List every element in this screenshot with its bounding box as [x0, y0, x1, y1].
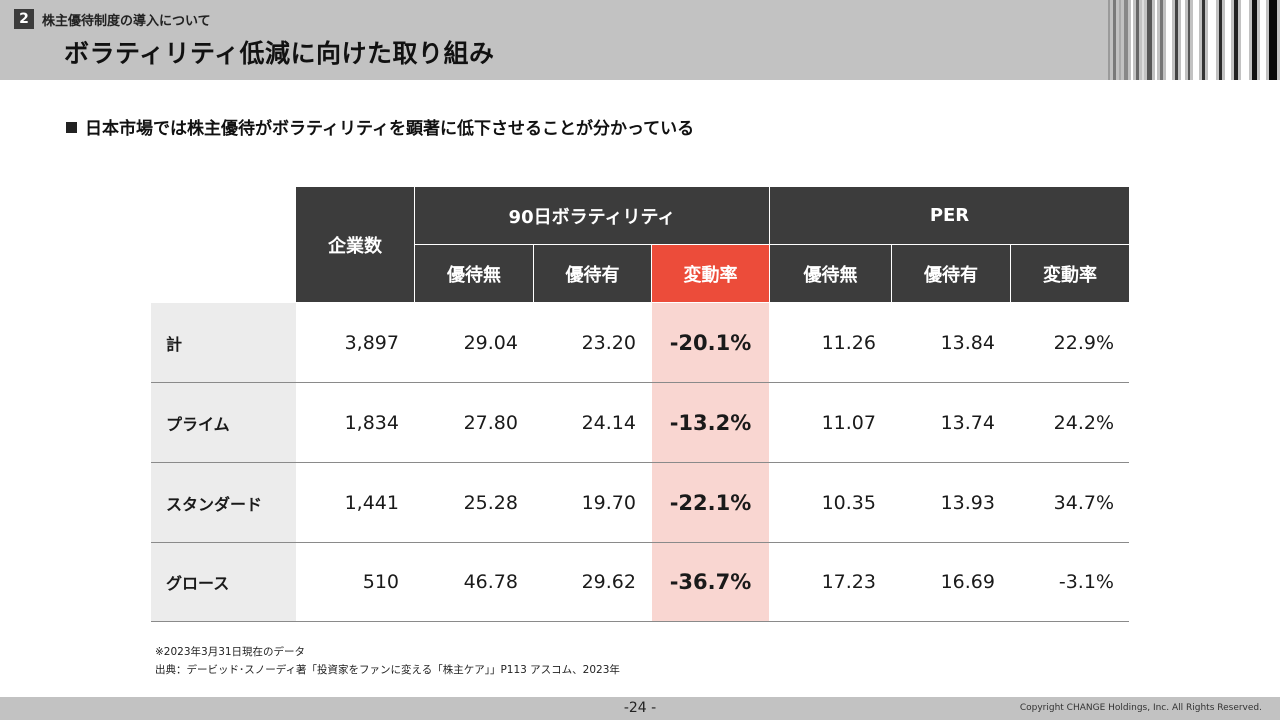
header-group-per: PER	[770, 187, 1129, 244]
row-divider	[151, 382, 1129, 383]
subheader-vol-without: 優待無	[415, 245, 533, 302]
page-title: ボラティリティ低減に向けた取り組み	[64, 39, 495, 68]
cell-vol-with: 19.70	[581, 491, 636, 514]
cell-companies: 510	[362, 571, 399, 593]
copyright: Copyright CHANGE Holdings, Inc. All Righ…	[1019, 703, 1262, 713]
subheader-vol-change: 変動率	[652, 245, 769, 302]
section-number-badge: 2	[14, 9, 34, 29]
cell-per-change: 24.2%	[1053, 411, 1114, 434]
cell-per-change: 22.9%	[1053, 331, 1114, 354]
row-divider	[151, 462, 1129, 463]
cell-vol-with: 29.62	[581, 571, 636, 593]
subtitle-text: 日本市場では株主優待がボラティリティを顕著に低下させることが分かっている	[85, 119, 695, 139]
bullet-square-icon	[66, 122, 77, 133]
cell-per-without: 11.07	[821, 411, 876, 434]
cell-vol-change: -13.2%	[652, 383, 769, 462]
page-number: -24 -	[623, 700, 657, 716]
footer-band	[0, 697, 1280, 720]
cell-per-without: 17.23	[821, 571, 876, 593]
cell-per-without: 10.35	[821, 491, 876, 514]
header-group-volatility: 90日ボラティリティ	[415, 187, 769, 244]
slide-subtitle: 日本市場では株主優待がボラティリティを顕著に低下させることが分かっている	[66, 114, 694, 139]
subheader-vol-with: 優待有	[534, 245, 651, 302]
cell-per-without: 11.26	[821, 331, 876, 354]
subheader-per-without: 優待無	[770, 245, 891, 302]
subheader-per-change: 変動率	[1011, 245, 1129, 302]
cell-companies: 3,897	[344, 331, 399, 354]
cell-vol-without: 25.28	[463, 491, 518, 514]
row-label-growth: グロース	[151, 543, 296, 621]
cell-per-change: 34.7%	[1053, 491, 1114, 514]
section-label: 株主優待制度の導入について	[42, 14, 211, 29]
cell-vol-change: -36.7%	[652, 543, 769, 621]
cell-per-with: 13.93	[940, 491, 995, 514]
cell-vol-without: 27.80	[463, 411, 518, 434]
cell-vol-change: -22.1%	[652, 463, 769, 542]
cell-per-with: 16.69	[940, 571, 995, 593]
cell-vol-without: 29.04	[463, 331, 518, 354]
cell-per-change: -3.1%	[1058, 571, 1114, 593]
row-label-prime: プライム	[151, 383, 296, 462]
cell-vol-change: -20.1%	[652, 303, 769, 382]
barcode-decoration-icon	[1106, 0, 1280, 80]
header-companies: 企業数	[296, 187, 414, 302]
subheader-per-with: 優待有	[892, 245, 1010, 302]
cell-per-with: 13.74	[940, 411, 995, 434]
note-source: 出典：デービッド･スノーディ著「投資家をファンに変える「株主ケア」」P113 ア…	[155, 664, 620, 676]
cell-companies: 1,834	[344, 411, 399, 434]
cell-vol-with: 24.14	[581, 411, 636, 434]
header-band: 2 株主優待制度の導入について ボラティリティ低減に向けた取り組み	[0, 0, 1280, 80]
note-date: ※2023年3月31日現在のデータ	[155, 646, 306, 658]
cell-per-with: 13.84	[940, 331, 995, 354]
row-label-total: 計	[151, 303, 296, 382]
row-divider	[151, 621, 1129, 622]
cell-companies: 1,441	[344, 491, 399, 514]
cell-vol-with: 23.20	[581, 331, 636, 354]
row-label-standard: スタンダード	[151, 463, 296, 542]
row-divider	[151, 542, 1129, 543]
cell-vol-without: 46.78	[463, 571, 518, 593]
